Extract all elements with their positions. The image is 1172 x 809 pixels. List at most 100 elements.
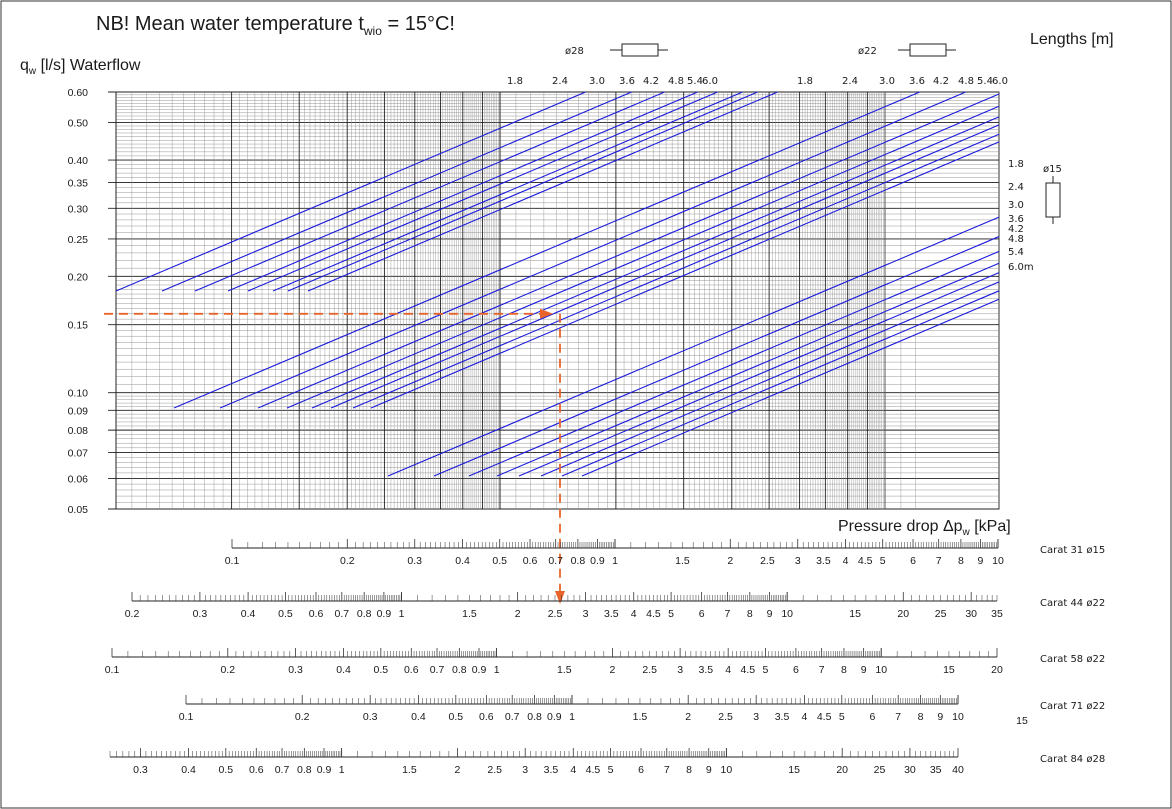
scale-tick-label: 0.4 <box>336 664 351 676</box>
scale-tick-label: 1.5 <box>402 764 417 776</box>
scale-tick-label: 9 <box>937 711 943 723</box>
d28-upper-line-6 <box>272 91 743 292</box>
example-arrow-down <box>555 591 565 604</box>
right-length-d15: 5.4 <box>1008 247 1024 258</box>
y-axis: 0.05 0.06 0.07 0.08 0.09 0.10 0.15 0.20 0.25 0.30… <box>68 87 89 516</box>
y-tick-label: 0.20 <box>68 271 89 283</box>
d28-lower-line-6 <box>330 124 1000 409</box>
scale-tick-label: 1.5 <box>633 711 648 723</box>
scale-tick-label: 7 <box>895 711 901 723</box>
right-length-d15: 3.0 <box>1008 200 1024 211</box>
scale-tick-label: 2.5 <box>642 664 657 676</box>
scale-tick-label: 1 <box>612 555 618 567</box>
scale-tick-label: 0.9 <box>547 711 562 723</box>
scale-tick-label: 4 <box>631 608 637 620</box>
scale-tick-label: 5 <box>608 764 614 776</box>
scale-tick-label: 15 <box>849 608 861 620</box>
scale-tick-label: 6 <box>910 555 916 567</box>
scale-tick-label: 0.1 <box>225 555 240 567</box>
series-lines <box>115 91 1000 477</box>
scale-tick-label: 5 <box>668 608 674 620</box>
scale-tick-label: 1.5 <box>675 555 690 567</box>
scale-tick-label: 3.5 <box>699 664 714 676</box>
scale-tick-label: 0.3 <box>407 555 422 567</box>
scale-tick-label: 20 <box>897 608 909 620</box>
right-length-d15: 6.0m <box>1008 262 1034 273</box>
scale-tick-label: 4.5 <box>858 555 873 567</box>
scale-tick-label: 0.6 <box>404 664 419 676</box>
scale-tick-label: 0.8 <box>297 764 312 776</box>
scale-tick-label: 8 <box>841 664 847 676</box>
y-tick-label: 0.06 <box>68 473 89 485</box>
scale-tick-label: 0.8 <box>452 664 467 676</box>
scale-5: 0.3 0.4 0.5 0.6 0.7 0.8 0.9 1 1.5 2 2.5 3 3.5 4 4.5 5 6 7… <box>109 748 1105 776</box>
scale-tick-label: 2 <box>609 664 615 676</box>
scale-tick-label: 3.5 <box>604 608 619 620</box>
example-path <box>104 308 565 604</box>
scale-tick-label: 4 <box>843 555 849 567</box>
scale-name: Carat 31 ø15 <box>1040 545 1105 556</box>
scale-tick-label: 2.5 <box>487 764 502 776</box>
d28-lower-line-1 <box>173 91 920 409</box>
scale-tick-label: 4.5 <box>586 764 601 776</box>
scale-tick-label: 6 <box>638 764 644 776</box>
y-tick-label: 0.60 <box>68 87 89 99</box>
scale-tick-label: 0.8 <box>527 711 542 723</box>
scale-tick-label: 0.9 <box>317 764 332 776</box>
pressure-scales: 0.1 0.2 0.3 0.4 0.5 0.6 0.7 0.8 0.9 1 1.5 2 2.5 3 3.5 4… <box>105 539 1105 776</box>
scale-tick-label: 5 <box>839 711 845 723</box>
top-length-d22: 5.4 <box>977 76 993 87</box>
scale-tick-label: 20 <box>991 664 1003 676</box>
y-tick-label: 0.10 <box>68 388 89 400</box>
scale-tick-label: 15 <box>943 664 955 676</box>
top-length-d22: 1.8 <box>797 76 813 87</box>
y-tick-label: 0.30 <box>68 203 89 215</box>
scale-tick-label: 0.3 <box>288 664 303 676</box>
scale-tick-label: 1 <box>494 664 500 676</box>
right-length-d15: 3.6 <box>1008 214 1024 225</box>
right-length-d15: 4.8 <box>1008 234 1024 245</box>
scale-tick-label: 0.4 <box>181 764 196 776</box>
scale-tick-label: 4 <box>725 664 731 676</box>
scale-tick-label: 30 <box>965 608 977 620</box>
scale-tick-label: 0.2 <box>220 664 235 676</box>
plot-frame <box>115 91 1000 510</box>
scale-tick-label: 1 <box>569 711 575 723</box>
top-length-d28: 1.8 <box>507 76 523 87</box>
top-length-labels: 1.8 2.4 3.0 3.6 4.2 4.8 5.4 6.0 1.8 2.4 3.0 3.6 4.2 4… <box>507 76 1008 87</box>
pipe-d15-label: ø15 <box>1043 164 1062 175</box>
note-title: NB! Mean water temperature twio = 15°C! <box>96 13 455 38</box>
scale-tick-label: 0.5 <box>278 608 293 620</box>
scale-tick-label: 7 <box>664 764 670 776</box>
scale-tick-label: 0.1 <box>105 664 120 676</box>
scale-tick-label: 0.6 <box>309 608 324 620</box>
scale-name: Carat 84 ø28 <box>1040 754 1105 765</box>
scale-tick-label: 3.5 <box>775 711 790 723</box>
top-length-d28: 5.4 <box>687 76 703 87</box>
scale-tick-label: 0.7 <box>430 664 445 676</box>
d22-line-6 <box>540 281 1000 477</box>
example-arrow-right <box>540 308 553 319</box>
scale-tick-label: 1.5 <box>462 608 477 620</box>
d22-line-5 <box>518 272 1000 477</box>
top-length-d22: 3.0 <box>879 76 895 87</box>
scale-tick-label: 5 <box>763 664 769 676</box>
scale-tick-label: 2 <box>727 555 733 567</box>
scale-tick-label: 8 <box>747 608 753 620</box>
d28-upper-line-1 <box>115 91 586 292</box>
scale-tick-label: 9 <box>706 764 712 776</box>
top-length-d22: 4.8 <box>958 76 974 87</box>
scale-tick-label: 8 <box>686 764 692 776</box>
d28-upper-line-5 <box>247 91 718 292</box>
scale-tick-label: 4 <box>570 764 576 776</box>
scale-tick-label: 0.3 <box>193 608 208 620</box>
y-tick-label: 0.09 <box>68 405 89 417</box>
scale-4: 0.1 0.2 0.3 0.4 0.5 0.6 0.7 0.8 0.9 1 1.5 2 2.5 3 3.5 4… <box>179 695 1105 727</box>
scale-tick-label: 10 <box>781 608 793 620</box>
pipe-d22-icon <box>898 43 956 57</box>
scale-tick-label: 3.5 <box>816 555 831 567</box>
scale-tick-label: 0.3 <box>133 764 148 776</box>
scale-tick-label: 0.5 <box>374 664 389 676</box>
right-length-d15: 1.8 <box>1008 159 1024 170</box>
scale-tick-label: 0.4 <box>241 608 256 620</box>
